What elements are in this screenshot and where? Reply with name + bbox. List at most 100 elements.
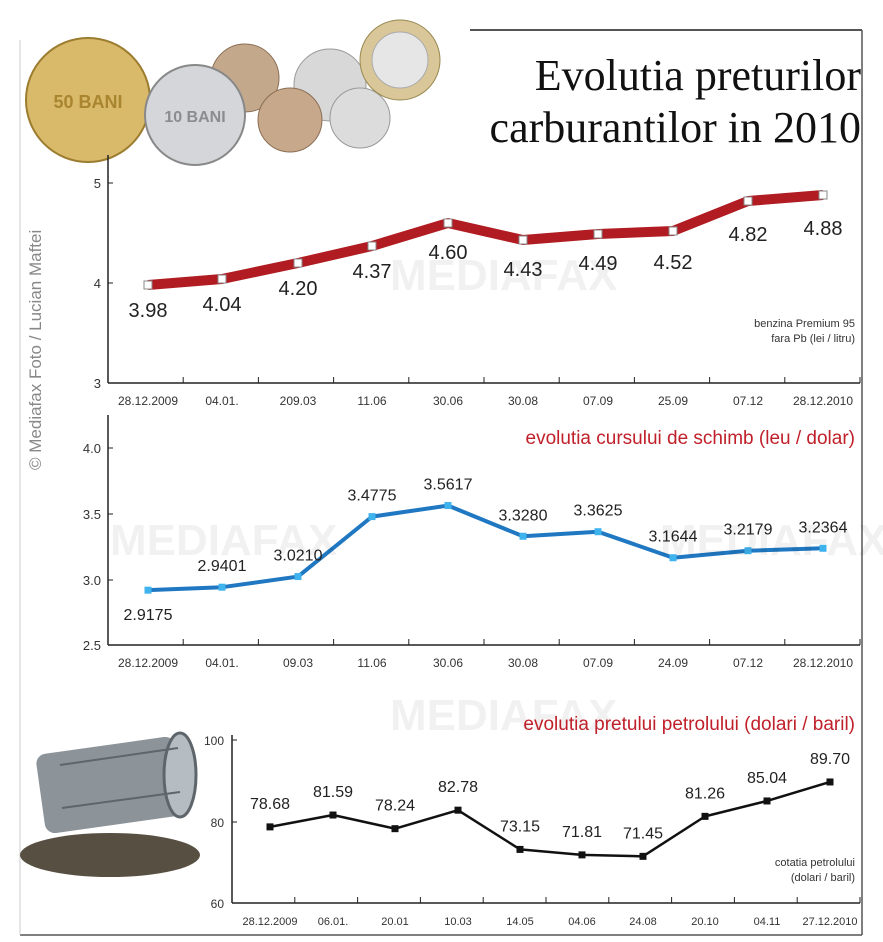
x-tick-label: 07.12 [733,656,763,670]
oil-chart-note: cotatia petrolului (dolari / baril) [775,856,855,886]
data-label: 4.52 [654,252,693,274]
photo-credit: © Mediafax Foto / Lucian Maftei [26,229,45,470]
x-tick-label: 25.09 [658,394,688,408]
data-label: 78.68 [250,796,290,813]
title-line-2: carburantilor in 2010 [489,103,861,152]
x-tick-label: 28.12.2009 [118,656,178,670]
data-point [518,235,528,245]
data-point [367,241,377,251]
coins-illustration: 50 BANI 10 BANI [25,19,441,166]
data-label: 4.60 [429,242,468,264]
x-tick-label: 07.12 [733,394,763,408]
series-line [147,503,824,593]
series-line [269,780,831,858]
x-tick-label: 30.06 [433,394,463,408]
y-tick-label: 3.5 [83,507,101,522]
x-tick-label: 27.12.2010 [802,916,857,928]
oil-chart-title: evolutia pretului petrolului (dolari / b… [523,714,855,735]
svg-text:MEDIAFAX: MEDIAFAX [390,251,617,300]
data-point [218,583,226,591]
data-label: 73.15 [500,818,540,835]
svg-text:MEDIAFAX: MEDIAFAX [110,516,337,565]
data-label: 71.81 [562,824,602,841]
x-tick-label: 10.03 [444,916,472,928]
data-label: 3.4775 [348,488,397,505]
data-point [826,778,834,786]
x-tick-label: 209.03 [280,394,317,408]
title-line-1: Evolutia preturilor [534,51,861,100]
x-tick-label: 06.01. [318,916,349,928]
fuel-chart-note: benzina Premium 95 fara Pb (lei / litru) [754,317,855,347]
x-tick-label: 24.09 [658,656,688,670]
data-point [329,811,337,819]
data-point [594,528,602,536]
data-point [819,544,827,552]
data-label: 3.1644 [649,529,698,546]
chart-2: 2.5 3.0 3.5 4.0 28.12.2009 04.01. 09.03 11.06 30… [83,415,861,670]
data-label: 4.88 [804,218,843,240]
data-label: 3.5617 [424,477,473,494]
data-point [578,851,586,859]
coin-50-bani: 50 BANI [53,92,122,112]
x-tick-label: 04.06 [568,916,596,928]
x-tick-label: 07.09 [583,656,613,670]
data-label: 71.45 [623,825,663,842]
data-point [593,229,603,239]
x-tick-label: 04.01. [205,394,238,408]
x-tick-label: 28.12.2009 [242,916,297,928]
x-tick-label: 04.11 [754,916,781,928]
data-point [368,513,376,521]
x-tick-label: 09.03 [283,656,313,670]
data-label: 3.3280 [499,507,548,524]
data-label: 81.59 [313,784,353,801]
data-label: 4.43 [504,259,543,281]
chart-3: 60 80 100 28.12.2009 06.01. 20.01 10.03 14.05 04… [204,734,861,928]
data-point [444,502,452,510]
data-label: 85.04 [747,770,787,787]
chart-1: 3 4 5 28.12.2009 04.01. 209.03 11.06 30.06 30.08… [94,155,861,408]
data-label: 4.20 [279,278,318,300]
data-point [639,852,647,860]
data-point [144,586,152,594]
data-label: 89.70 [810,751,850,768]
note-line: cotatia petrolului [774,857,855,869]
data-point [763,797,771,805]
data-point [266,823,274,831]
coin-10-bani: 10 BANI [164,109,225,126]
x-tick-label: 11.06 [357,656,386,670]
x-tick-label: 30.08 [508,394,538,408]
series-line [147,190,824,290]
frame [19,29,863,936]
note-line: benzina Premium 95 [754,318,855,330]
data-label: 2.9175 [124,607,173,624]
svg-text:MEDIAFAX: MEDIAFAX [390,691,617,740]
x-tick-label: 28.12.2010 [793,394,853,408]
data-label: 3.2179 [724,522,773,539]
y-tick-label: 60 [211,897,225,911]
data-label: 78.24 [375,798,415,815]
data-label: 3.98 [129,300,168,322]
y-tick-label: 100 [204,734,224,748]
y-tick-label: 3 [94,376,101,391]
note-line: (dolari / baril) [790,872,855,884]
exchange-chart-title: evolutia cursului de schimb (leu / dolar… [525,428,856,449]
y-tick-label: 4.0 [83,441,101,456]
x-tick-label: 20.01 [381,916,409,928]
y-tick-label: 80 [211,816,225,830]
data-point [294,573,302,581]
x-tick-label: 30.08 [508,656,538,670]
note-line: fara Pb (lei / litru) [771,333,855,345]
barrel-illustration [20,731,200,877]
x-tick-label: 24.08 [629,916,657,928]
x-tick-label: 07.09 [583,394,613,408]
data-label: 3.3625 [574,503,623,520]
data-label: 2.9401 [198,558,247,575]
watermarks: MEDIAFAX MEDIAFAX MEDIAFAX MEDIAFAX [110,251,883,740]
page-title: Evolutia preturilor carburantilor in 201… [490,50,861,154]
data-point [743,196,753,206]
x-tick-label: 28.12.2009 [118,394,178,408]
y-tick-label: 5 [94,176,101,191]
data-point [519,532,527,540]
data-label: 4.82 [729,224,768,246]
